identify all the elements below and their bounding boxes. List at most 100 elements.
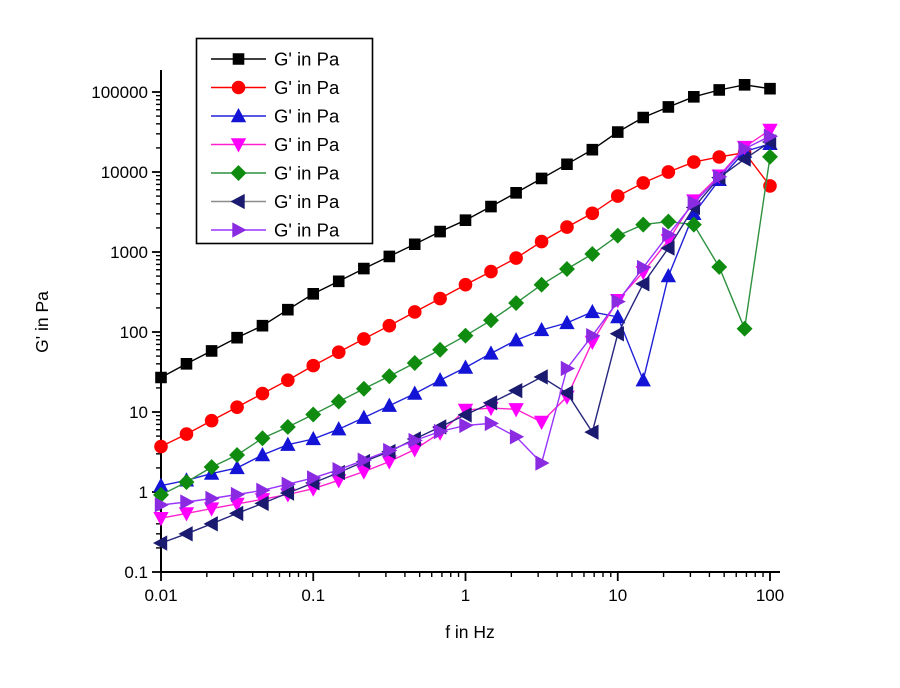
circle-marker	[433, 291, 447, 306]
circle-marker	[712, 150, 727, 164]
triangle-up-marker	[432, 372, 448, 387]
diamond-marker	[381, 368, 398, 385]
diamond-marker	[457, 327, 474, 344]
triangle-right-marker	[256, 482, 271, 498]
triangle-up-marker	[305, 430, 321, 446]
triangle-right-marker	[687, 195, 702, 211]
triangle-right-marker	[433, 423, 449, 440]
triangle-right-marker	[637, 259, 652, 276]
circle-marker	[636, 176, 651, 190]
triangle-right-marker	[281, 476, 296, 492]
triangle-up-marker	[635, 372, 651, 387]
diamond-marker	[330, 393, 347, 410]
triangle-right-marker	[230, 486, 246, 503]
legend-label: G' in Pa	[274, 163, 340, 184]
circle-marker	[509, 251, 523, 265]
y-tick-label: 10000	[101, 163, 148, 182]
y-tick-label: 100000	[91, 83, 148, 102]
triangle-left-marker	[254, 495, 269, 512]
triangle-right-marker	[180, 494, 195, 510]
legend-label: G' in Pa	[274, 134, 340, 155]
triangle-left-marker	[508, 382, 523, 399]
triangle-right-marker	[332, 462, 347, 478]
y-tick-label: 0.1	[124, 563, 148, 582]
diamond-marker	[736, 320, 753, 337]
y-tick-label: 1	[139, 483, 148, 502]
triangle-right-marker	[713, 169, 728, 185]
square-marker	[256, 319, 269, 332]
triangle-left-marker	[660, 240, 675, 256]
triangle-right-marker	[408, 432, 423, 449]
triangle-up-marker	[356, 409, 372, 424]
triangle-up-marker	[331, 421, 347, 436]
diamond-marker	[635, 216, 652, 233]
diamond-marker	[660, 213, 677, 230]
x-tick-label: 1	[461, 586, 470, 605]
legend-label: G' in Pa	[274, 220, 340, 241]
triangle-up-marker	[584, 303, 601, 319]
circle-marker	[610, 189, 625, 203]
square-marker	[688, 91, 700, 103]
triangle-left-marker	[635, 276, 650, 292]
y-tick-label: 1000	[110, 243, 148, 262]
square-marker	[231, 331, 243, 344]
circle-marker	[255, 386, 270, 401]
diamond-marker	[711, 259, 728, 275]
legend-entry: G' in Pa	[211, 77, 340, 98]
triangle-right-marker	[763, 128, 779, 144]
triangle-up-marker	[660, 268, 677, 283]
triangle-right-marker	[307, 470, 322, 486]
square-marker	[485, 200, 497, 213]
square-marker	[611, 126, 624, 138]
diamond-marker	[508, 295, 525, 312]
legend-entry: G' in Pa	[211, 49, 340, 70]
legend-box	[195, 37, 374, 245]
legend-label: G' in Pa	[274, 106, 340, 127]
square-marker	[586, 143, 599, 156]
triangle-right-marker	[154, 497, 170, 513]
diamond-marker	[305, 406, 322, 423]
legend-label: G' in Pa	[274, 49, 340, 70]
square-marker	[637, 111, 650, 124]
x-tick-label: 10	[608, 586, 627, 605]
square-marker	[434, 225, 446, 238]
legend-label: G' in Pa	[274, 77, 340, 98]
y-tick-label: 10	[129, 403, 148, 422]
legend-label: G' in Pa	[274, 191, 340, 212]
diamond-icon	[230, 165, 247, 181]
square-marker	[535, 172, 548, 185]
x-tick-label: 0.01	[144, 586, 177, 605]
triangle-right-marker	[560, 360, 576, 377]
square-marker	[459, 214, 472, 226]
circle-marker	[331, 345, 346, 359]
triangle-left-marker	[584, 424, 599, 440]
triangle-right-marker	[611, 293, 626, 310]
triangle-left-marker	[203, 516, 218, 532]
triangle-down-marker	[533, 415, 550, 431]
triangle-right-marker	[459, 417, 474, 434]
square-marker	[383, 250, 396, 263]
triangle-up-marker	[381, 397, 397, 412]
circle-marker	[306, 358, 321, 373]
triangle-right-marker	[586, 327, 601, 344]
triangle-right-marker	[738, 141, 753, 157]
x-axis-title: f in Hz	[445, 622, 495, 642]
series-layer	[152, 79, 779, 551]
square-marker	[282, 303, 294, 316]
square-marker	[510, 186, 522, 199]
legend-layer: G' in Pa G' in Pa G' in Pa G' in Pa G' in Pa…	[195, 37, 374, 245]
diamond-marker	[762, 148, 778, 165]
diamond-marker	[609, 227, 626, 244]
triangle-up-marker	[254, 446, 271, 462]
square-marker	[332, 275, 345, 288]
circle-marker	[560, 220, 574, 234]
x-tick-label: 100	[756, 586, 784, 605]
circle-icon	[231, 80, 246, 95]
triangle-right-marker	[484, 415, 500, 432]
circle-marker	[585, 206, 600, 221]
triangle-up-marker	[610, 308, 626, 324]
triangle-up-marker	[280, 436, 296, 451]
triangle-left-marker	[178, 526, 193, 542]
triangle-right-marker	[662, 226, 677, 243]
triangle-right-marker	[205, 490, 220, 507]
